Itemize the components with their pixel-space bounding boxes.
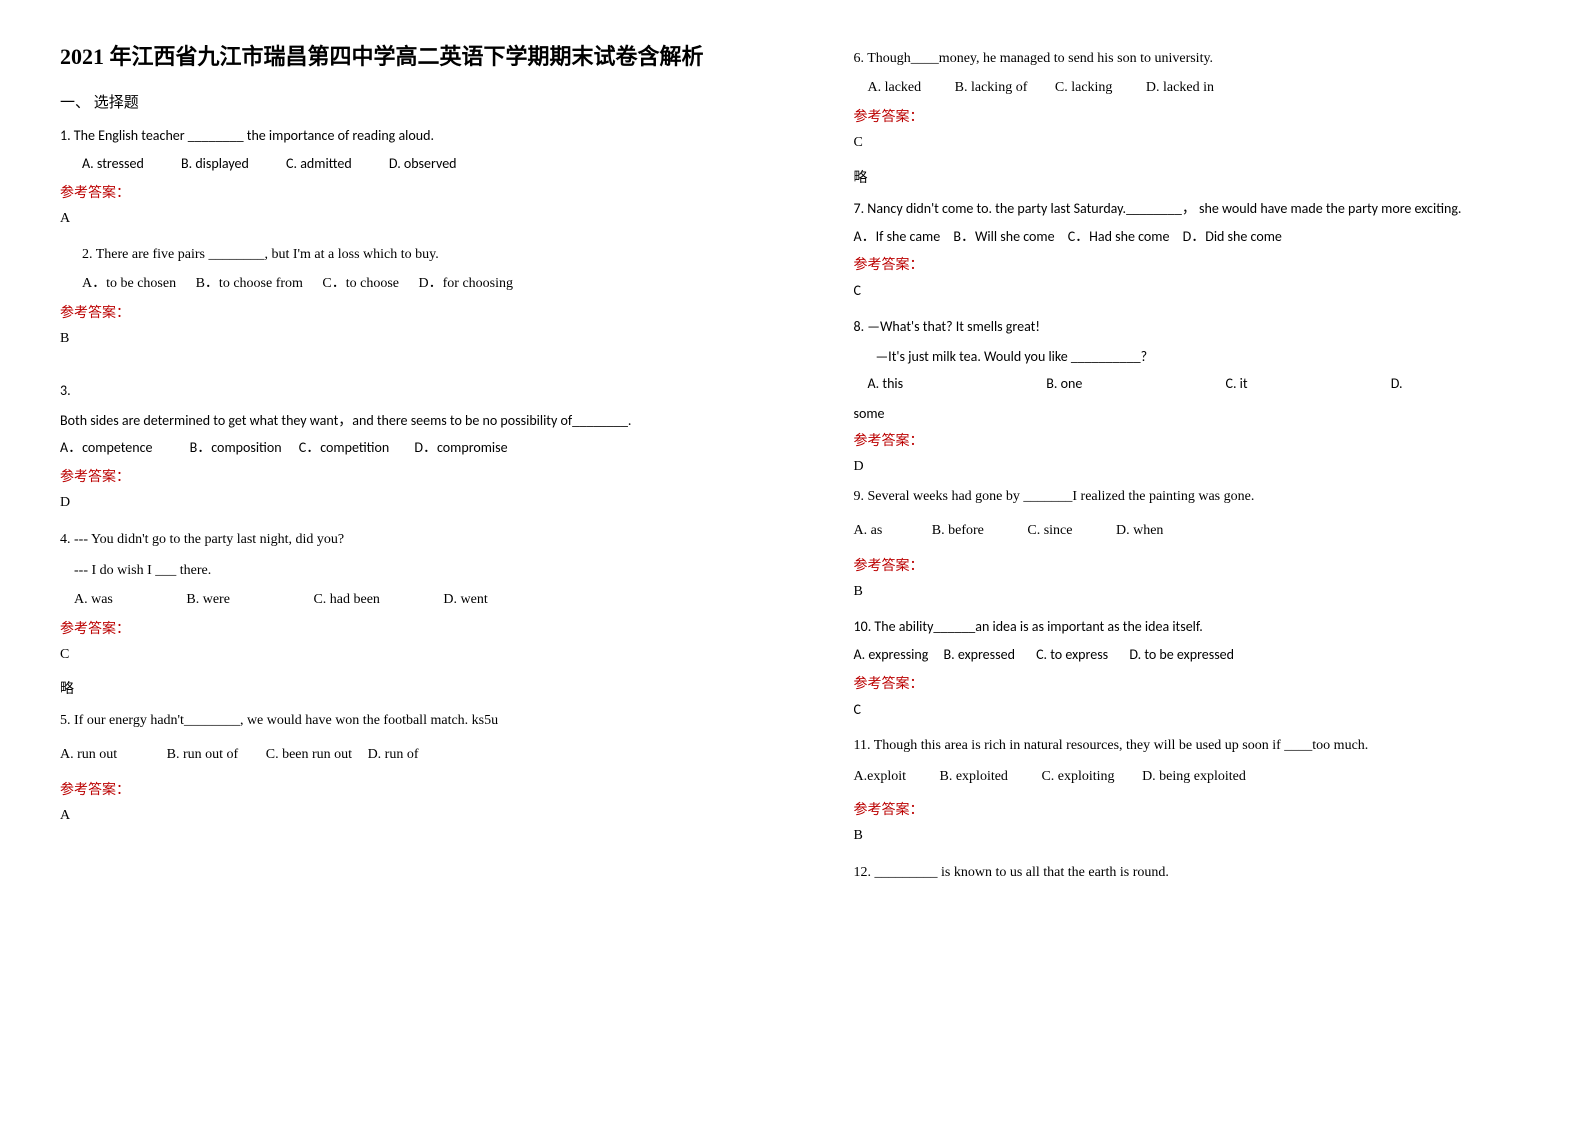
right-column: 6. Though____money, he managed to send h… — [794, 0, 1587, 1122]
q8-answer: D — [854, 456, 1538, 478]
q4-answer: C — [60, 644, 744, 666]
q11-answer: B — [854, 825, 1538, 847]
q7-optC: C．Had she come — [1068, 225, 1170, 249]
q7-optA: A．If she came — [854, 225, 941, 249]
q9-optD: D. when — [1116, 523, 1163, 538]
q1-optD: D. observed — [389, 152, 457, 176]
q10-optD: D. to be expressed — [1129, 643, 1234, 667]
q2-answer-label: 参考答案： — [60, 302, 744, 322]
q3-answer-label: 参考答案： — [60, 466, 744, 486]
q3-optA: A．competence — [60, 436, 152, 460]
q5-optD: D. run of — [368, 747, 419, 762]
q10-answer-label: 参考答案： — [854, 673, 1538, 693]
q9-answer-label: 参考答案： — [854, 555, 1538, 575]
q2-optC: C．to choose — [322, 276, 399, 291]
q8-stem1: 8. —What's that? It smells great! — [854, 315, 1538, 339]
q6-stem: 6. Though____money, he managed to send h… — [854, 46, 1538, 71]
q6-optC: C. lacking — [1055, 80, 1113, 95]
q11-stem: 11. Though this area is rich in natural … — [854, 733, 1538, 758]
q8-optD: D. — [1391, 372, 1403, 396]
q9-optB: B. before — [932, 523, 984, 538]
q8-stem2: —It's just milk tea. Would you like ____… — [854, 345, 1538, 369]
q4-options: A. was B. were C. had been D. went — [60, 587, 744, 612]
q1-optA: A. stressed — [82, 152, 144, 176]
q4-optC: C. had been — [313, 592, 379, 607]
q3-stem: Both sides are determined to get what th… — [60, 409, 744, 433]
q10-optC: C. to express — [1036, 643, 1108, 667]
q5-stem: 5. If our energy hadn't________, we woul… — [60, 708, 744, 733]
q7-answer: C — [854, 280, 1538, 302]
q10-options: A. expressing B. expressed C. to express… — [854, 643, 1538, 667]
q4-stem1: 4. --- You didn't go to the party last n… — [60, 527, 744, 552]
q10-answer: C — [854, 699, 1538, 721]
q1-options: A. stressed B. displayed C. admitted D. … — [60, 152, 744, 176]
q5-optC: C. been run out — [266, 747, 352, 762]
q5-answer: A — [60, 805, 744, 827]
q7-optD: D．Did she come — [1183, 225, 1282, 249]
q4-optA: A. was — [74, 592, 113, 607]
left-column: 2021 年江西省九江市瑞昌第四中学高二英语下学期期末试卷含解析 一、 选择题 … — [0, 0, 794, 1122]
q10-stem: 10. The ability______an idea is as impor… — [854, 615, 1538, 639]
q4-optB: B. were — [186, 592, 230, 607]
q7-optB: B．Will she come — [953, 225, 1054, 249]
q11-optD: D. being exploited — [1142, 769, 1246, 784]
q5-answer-label: 参考答案： — [60, 779, 744, 799]
q3-answer: D — [60, 492, 744, 514]
q8-optD-extra: some — [854, 402, 1538, 426]
q2-stem: 2. There are five pairs ________, but I'… — [60, 242, 744, 267]
q6-answer: C — [854, 132, 1538, 154]
q11-optB: B. exploited — [940, 769, 1008, 784]
q11-optA: A.exploit — [854, 769, 907, 784]
q4-optD: D. went — [443, 592, 487, 607]
q2-optB: B．to choose from — [196, 276, 303, 291]
q3-optD: D．compromise — [414, 436, 507, 460]
q5-options: A. run out B. run out of C. been run out… — [60, 742, 744, 767]
q1-answer-label: 参考答案： — [60, 182, 744, 202]
q8-optB: B. one — [1046, 372, 1082, 396]
q9-answer: B — [854, 581, 1538, 603]
q2-optA: A．to be chosen — [82, 276, 176, 291]
q3-num: 3. — [60, 379, 744, 403]
q11-options: A.exploit B. exploited C. exploiting D. … — [854, 764, 1538, 789]
q7-options: A．If she came B．Will she come C．Had she … — [854, 225, 1538, 249]
q1-stem: 1. The English teacher ________ the impo… — [60, 124, 744, 148]
q7-answer-label: 参考答案： — [854, 254, 1538, 274]
q10-optA: A. expressing — [854, 643, 929, 667]
q1-optB: B. displayed — [181, 152, 249, 176]
q6-optA: A. lacked — [868, 80, 922, 95]
q8-answer-label: 参考答案： — [854, 430, 1538, 450]
q8-optA: A. this — [868, 372, 904, 396]
q6-optD: D. lacked in — [1146, 80, 1214, 95]
q6-options: A. lacked B. lacking of C. lacking D. la… — [854, 75, 1538, 100]
q8-optC: C. it — [1226, 372, 1248, 396]
q12-stem: 12. _________ is known to us all that th… — [854, 860, 1538, 885]
q6-optB: B. lacking of — [955, 80, 1028, 95]
q6-answer-label: 参考答案： — [854, 106, 1538, 126]
q8-options: A. this B. one C. it D. — [854, 372, 1538, 396]
q6-skip: 略 — [854, 167, 1538, 187]
q5-optA: A. run out — [60, 747, 117, 762]
page-title: 2021 年江西省九江市瑞昌第四中学高二英语下学期期末试卷含解析 — [60, 40, 744, 73]
section-heading: 一、 选择题 — [60, 91, 744, 112]
q3-options: A．competence B．composition C．competition… — [60, 436, 744, 460]
q2-answer: B — [60, 328, 744, 350]
q9-stem: 9. Several weeks had gone by _______I re… — [854, 484, 1538, 509]
q3-optC: C．competition — [299, 436, 389, 460]
q3-optB: B．composition — [190, 436, 282, 460]
q1-optC: C. admitted — [286, 152, 352, 176]
q9-optA: A. as — [854, 523, 883, 538]
q10-optB: B. expressed — [944, 643, 1015, 667]
q4-skip: 略 — [60, 678, 744, 698]
q2-optD: D．for choosing — [419, 276, 514, 291]
q11-answer-label: 参考答案： — [854, 799, 1538, 819]
q7-stem: 7. Nancy didn't come to. the party last … — [854, 197, 1538, 221]
q4-stem2: --- I do wish I ___ there. — [60, 558, 744, 583]
q9-optC: C. since — [1027, 523, 1072, 538]
q9-options: A. as B. before C. since D. when — [854, 518, 1538, 543]
q5-optB: B. run out of — [167, 747, 239, 762]
q1-answer: A — [60, 208, 744, 230]
q11-optC: C. exploiting — [1041, 769, 1114, 784]
q4-answer-label: 参考答案： — [60, 618, 744, 638]
q2-options: A．to be chosen B．to choose from C．to cho… — [60, 271, 744, 296]
